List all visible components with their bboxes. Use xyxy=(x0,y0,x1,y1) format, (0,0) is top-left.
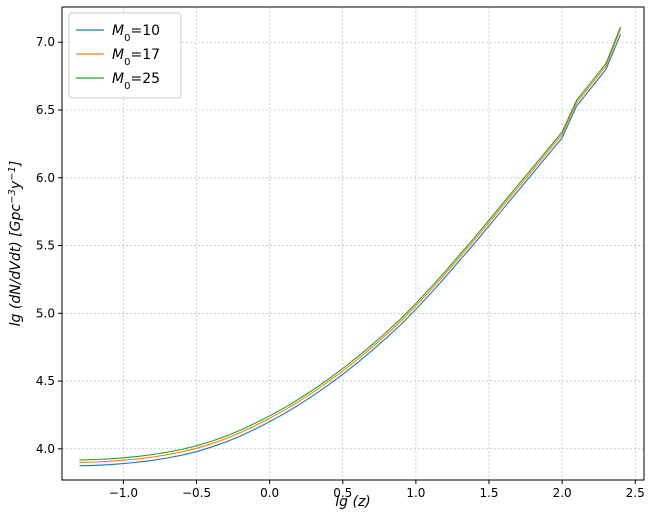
y-axis-label-sup-2: −1 xyxy=(7,166,18,181)
legend-box xyxy=(68,12,182,99)
x-tick-label: 2.0 xyxy=(553,486,572,500)
legend-label-M0=25: M0=25 xyxy=(112,71,160,92)
x-tick-label: 0.0 xyxy=(260,486,279,500)
x-tick-label: 2.5 xyxy=(626,486,645,500)
legend-label-M0=10: M0=10 xyxy=(112,23,160,44)
legend: M0=10 M0=17 M0=25 xyxy=(68,12,182,99)
grid-lines xyxy=(62,7,644,480)
series-line-M0=25 xyxy=(79,26,622,461)
x-tick-label: 0.5 xyxy=(333,486,352,500)
y-axis-label: lg (dN/dVdt) [Gpc−3y−1] xyxy=(7,161,25,327)
y-axis-label-end: ] xyxy=(8,161,24,167)
x-tick-label: 1.0 xyxy=(406,486,425,500)
x-tick-label: −1.0 xyxy=(109,486,138,500)
y-axis-label-main: lg (dN/dVdt) [Gpc xyxy=(8,204,24,327)
x-axis-label: lg (z) xyxy=(335,494,371,510)
series-line-M0=10 xyxy=(79,33,622,467)
x-tick-label: −0.5 xyxy=(182,486,211,500)
y-axis-label-sup-1: −3 xyxy=(7,189,18,204)
series-line-M0=17 xyxy=(79,28,622,463)
y-tick-label: 4.0 xyxy=(36,442,55,456)
y-tick-label: 6.5 xyxy=(36,103,55,117)
y-axis-label-mid: y xyxy=(8,180,24,190)
plot-frame xyxy=(61,6,645,481)
y-tick-label: 5.0 xyxy=(36,306,55,320)
y-tick-label: 7.0 xyxy=(36,35,55,49)
x-tick-label: 1.5 xyxy=(479,486,498,500)
y-tick-label: 4.5 xyxy=(36,374,55,388)
y-tick-label: 5.5 xyxy=(36,239,55,253)
axis-ticks: −1.0 −0.5 0.0 0.5 1.0 1.5 2.0 2.5 4.0 4.5 5.0 5.5 6.… xyxy=(36,35,645,500)
legend-label-M0=17: M0=17 xyxy=(112,47,160,68)
y-tick-label: 6.0 xyxy=(36,171,55,185)
series-layer xyxy=(79,26,622,467)
